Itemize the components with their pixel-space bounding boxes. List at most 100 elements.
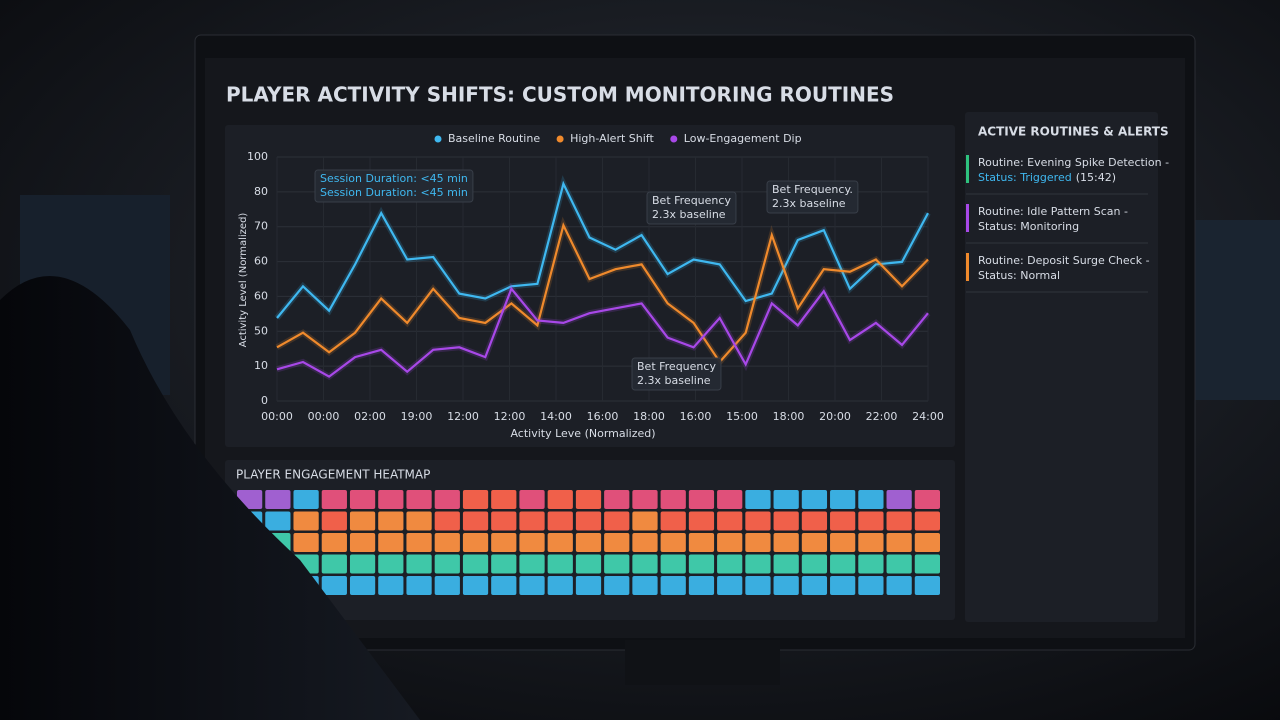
legend-swatch — [556, 135, 564, 143]
annotation-text: Bet Frequency — [637, 360, 716, 373]
heatmap-cell — [830, 554, 856, 574]
x-tick-label: 20:00 — [819, 410, 851, 423]
heatmap-cell — [321, 533, 347, 552]
annotation-text: Session Duration: <45 min — [320, 172, 468, 185]
heatmap-cell — [406, 490, 432, 509]
heatmap-cell — [914, 554, 940, 574]
heatmap-cell — [830, 533, 856, 552]
x-tick-label: 19:00 — [401, 410, 433, 423]
heatmap-cell — [858, 490, 884, 509]
x-tick-label: 18:00 — [633, 410, 665, 423]
heatmap-cell — [265, 490, 291, 509]
annotation-text: Session Duration: <45 min — [320, 186, 468, 199]
heatmap-cell — [660, 554, 686, 574]
series-line — [276, 180, 929, 319]
heatmap-cell — [886, 533, 912, 552]
annotation-text: 2.3x baseline — [637, 374, 711, 387]
heatmap-cell — [321, 490, 347, 509]
heatmap-cell — [717, 554, 743, 574]
x-tick-label: 00:00 — [308, 410, 340, 423]
heatmap-cell — [688, 533, 715, 552]
monitor-stand — [625, 640, 780, 685]
heatmap-cell — [773, 576, 799, 595]
heatmap-cell — [745, 554, 771, 574]
heatmap-cell — [462, 576, 489, 595]
page-title: PLAYER ACTIVITY SHIFTS: CUSTOM MONITORIN… — [226, 83, 894, 107]
heatmap-cell — [547, 554, 573, 574]
alert-marker — [966, 155, 969, 183]
x-tick-label: 22:00 — [866, 410, 898, 423]
heatmap-cell — [519, 511, 545, 531]
alert-marker — [966, 253, 969, 281]
heatmap-cell — [406, 533, 432, 552]
heatmap-cell — [321, 554, 347, 574]
heatmap-cell — [547, 533, 573, 552]
alert-marker — [966, 204, 969, 232]
heatmap-cell — [632, 533, 658, 552]
x-tick-label: 16:00 — [680, 410, 712, 423]
alert-time: (15:42) — [1076, 171, 1116, 184]
heatmap-cell — [434, 554, 460, 574]
heatmap-cell — [547, 490, 573, 509]
heatmap-cell — [265, 511, 291, 531]
heatmap-cell — [717, 576, 743, 595]
heatmap-cell — [717, 511, 743, 531]
heatmap-cell — [801, 576, 828, 595]
annotation-text: Bet Frequency — [652, 194, 731, 207]
heatmap-cell — [491, 554, 517, 574]
heatmap-cell — [632, 576, 658, 595]
series-line — [276, 222, 929, 364]
heatmap-cell — [378, 533, 404, 552]
heatmap-cell — [406, 554, 432, 574]
side-monitor — [1195, 220, 1280, 400]
heatmap-cell — [773, 554, 799, 574]
heatmap-cell — [858, 554, 884, 574]
heatmap-cell — [575, 533, 602, 552]
heatmap-cell — [547, 511, 573, 531]
heatmap-cell — [801, 511, 828, 531]
heatmap-cell — [519, 490, 545, 509]
heatmap-cell — [491, 490, 517, 509]
heatmap-cell — [547, 576, 573, 595]
heatmap-cell — [406, 576, 432, 595]
heatmap-cell — [886, 554, 912, 574]
alert-name: Routine: Idle Pattern Scan - — [978, 205, 1128, 218]
heatmap-cell — [434, 533, 460, 552]
heatmap-cell — [321, 576, 347, 595]
x-axis-label: Activity Leve (Normalized) — [510, 427, 655, 440]
heatmap-cell — [406, 511, 432, 531]
series-line — [276, 286, 929, 378]
heatmap-cell — [688, 490, 715, 509]
heatmap-cell — [688, 511, 715, 531]
heatmap-cell — [434, 511, 460, 531]
alert-name: Routine: Evening Spike Detection - — [978, 156, 1169, 169]
annotation-box — [766, 180, 859, 214]
heatmap-cell — [801, 490, 828, 509]
heatmap-cell — [717, 490, 743, 509]
legend-swatch — [670, 135, 678, 143]
legend-label: High-Alert Shift — [570, 132, 654, 145]
alerts-panel — [965, 112, 1158, 622]
heatmap-cell — [349, 576, 376, 595]
heatmap-cell — [858, 533, 884, 552]
heatmap-cell — [462, 511, 489, 531]
heatmap-cell — [773, 490, 799, 509]
heatmap-cell — [632, 511, 658, 531]
heatmap-cell — [830, 576, 856, 595]
x-tick-label: 16:00 — [587, 410, 619, 423]
legend-swatch — [434, 135, 442, 143]
heatmap-cell — [830, 511, 856, 531]
x-tick-label: 12:00 — [494, 410, 526, 423]
heatmap-cell — [604, 490, 630, 509]
x-tick-label: 00:00 — [261, 410, 293, 423]
heatmap-cell — [491, 576, 517, 595]
heatmap-cell — [858, 511, 884, 531]
y-tick-label: 80 — [254, 185, 268, 198]
heatmap-cell — [801, 533, 828, 552]
heatmap-cell — [293, 533, 319, 552]
heatmap-cell — [830, 490, 856, 509]
heatmap-cell — [575, 554, 602, 574]
x-tick-label: 02:00 — [354, 410, 386, 423]
y-tick-label: 60 — [254, 255, 268, 268]
